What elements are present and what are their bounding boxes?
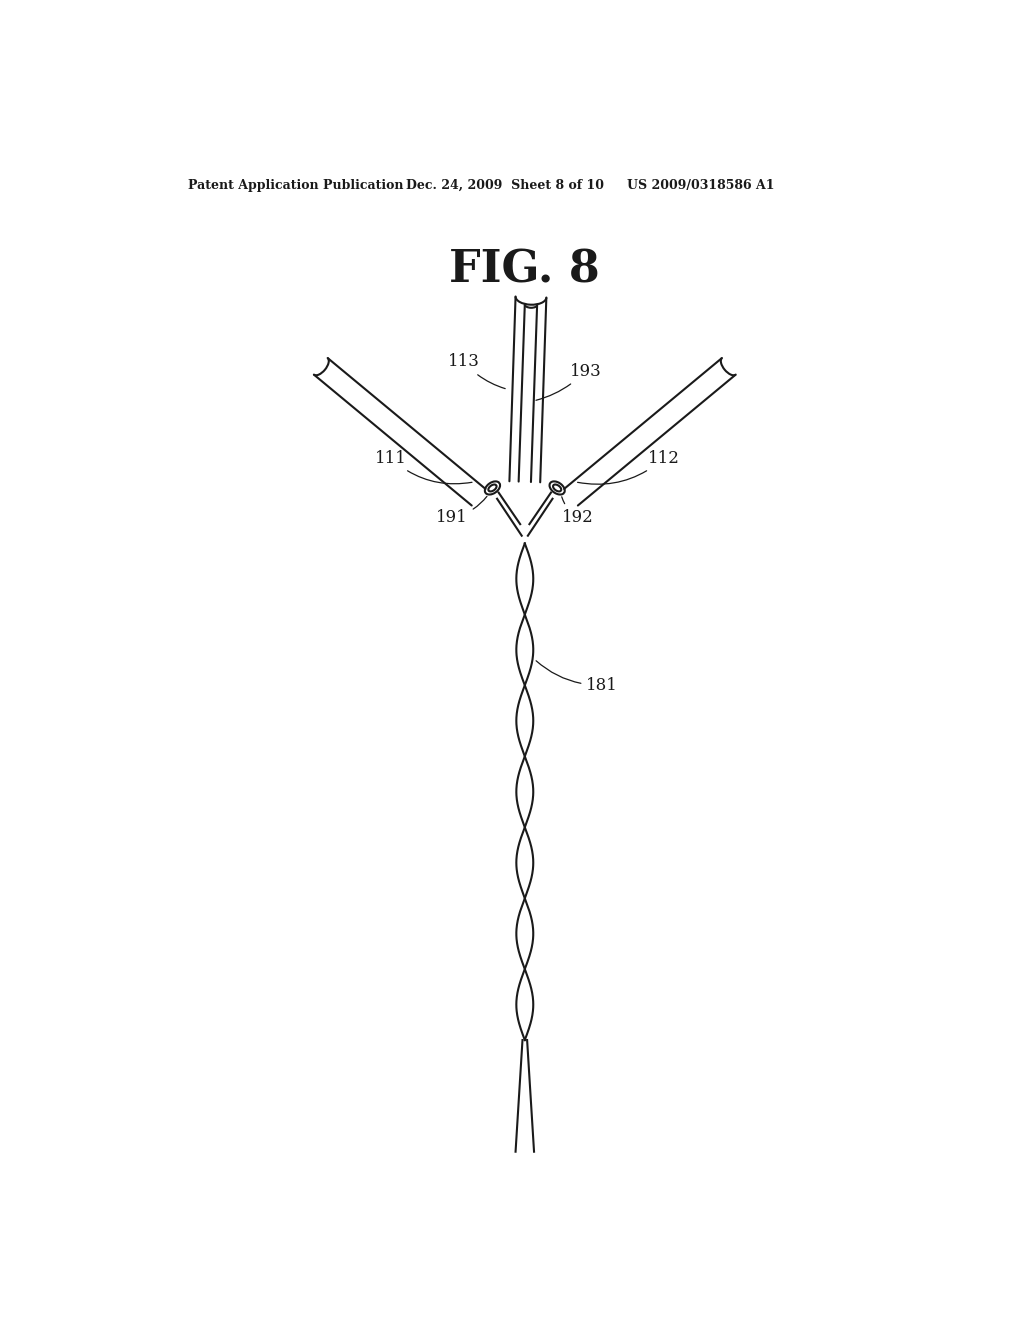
Text: 112: 112 xyxy=(578,450,680,484)
Text: FIG. 8: FIG. 8 xyxy=(450,248,600,292)
Text: 193: 193 xyxy=(536,363,601,400)
Text: US 2009/0318586 A1: US 2009/0318586 A1 xyxy=(628,178,775,191)
Text: Dec. 24, 2009  Sheet 8 of 10: Dec. 24, 2009 Sheet 8 of 10 xyxy=(407,178,604,191)
Text: 111: 111 xyxy=(375,450,472,484)
Text: 181: 181 xyxy=(537,661,618,694)
Text: Patent Application Publication: Patent Application Publication xyxy=(188,178,403,191)
Text: 191: 191 xyxy=(436,496,487,525)
Text: 192: 192 xyxy=(562,496,594,525)
Text: 113: 113 xyxy=(447,354,505,388)
